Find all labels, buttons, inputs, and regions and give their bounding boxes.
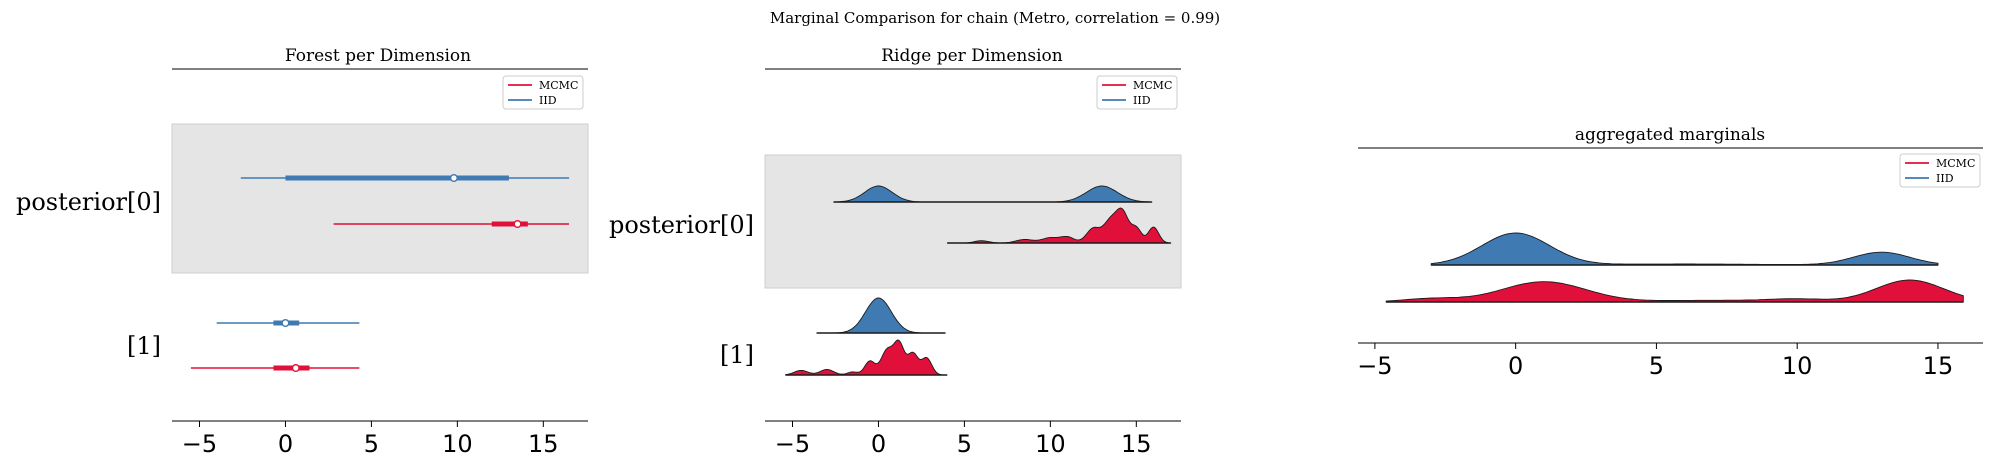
density-ridge-iid [816,297,946,334]
legend: MCMC IID [1899,153,1981,188]
legend-label-mcmc: MCMC [1133,79,1172,92]
forest-panel: Forest per Dimension posterior[0] [1] −5… [16,46,589,458]
x-tick-label: 5 [1649,352,1664,380]
mean-point-iid [449,173,458,182]
x-tick-label: −5 [1357,352,1392,380]
ridge-panel: Ridge per Dimension posterior[0] [1] −5 0… [609,46,1182,458]
x-tick-label: 5 [957,430,972,458]
density-ridge-mcmc [1385,279,1964,303]
panel-title: aggregated marginals [1575,125,1765,145]
legend: MCMC IID [502,75,584,110]
row-band [171,123,589,274]
x-tick-label: 15 [1121,430,1152,458]
density-ridge-mcmc [947,207,1172,244]
x-tick-label: −5 [775,430,810,458]
x-tick-label: 15 [1923,352,1954,380]
legend: MCMC IID [1096,75,1178,110]
mean-point-mcmc [513,219,522,228]
legend-label-iid: IID [1936,172,1954,185]
x-tick-label: 0 [1508,352,1523,380]
x-tick-label: 0 [871,430,886,458]
legend-label-mcmc: MCMC [539,79,578,92]
x-tick-label: 10 [1035,430,1066,458]
row-label-posterior-0: posterior[0] [16,188,161,216]
panel-title: Ridge per Dimension [881,46,1063,66]
legend-label-mcmc: MCMC [1936,157,1975,170]
figure-suptitle: Marginal Comparison for chain (Metro, co… [770,9,1220,27]
x-tick-label: 5 [364,430,379,458]
row-label-1: [1] [720,341,754,369]
aggregated-panel: aggregated marginals −5 0 5 10 15 MCMC IID [1357,125,1983,380]
row-label-posterior-0: posterior[0] [609,211,754,239]
legend-label-iid: IID [539,94,557,107]
density-ridge-iid [1430,232,1939,266]
x-tick-label: −5 [182,430,217,458]
panel-title: Forest per Dimension [285,46,471,66]
x-tick-label: 10 [1782,352,1813,380]
legend-label-iid: IID [1133,94,1151,107]
mean-point-mcmc [291,364,300,373]
density-ridge-mcmc [785,339,948,376]
x-tick-label: 0 [278,430,293,458]
row-label-1: [1] [127,332,161,360]
x-tick-label: 10 [442,430,473,458]
mean-point-iid [281,319,290,328]
x-tick-label: 15 [528,430,559,458]
